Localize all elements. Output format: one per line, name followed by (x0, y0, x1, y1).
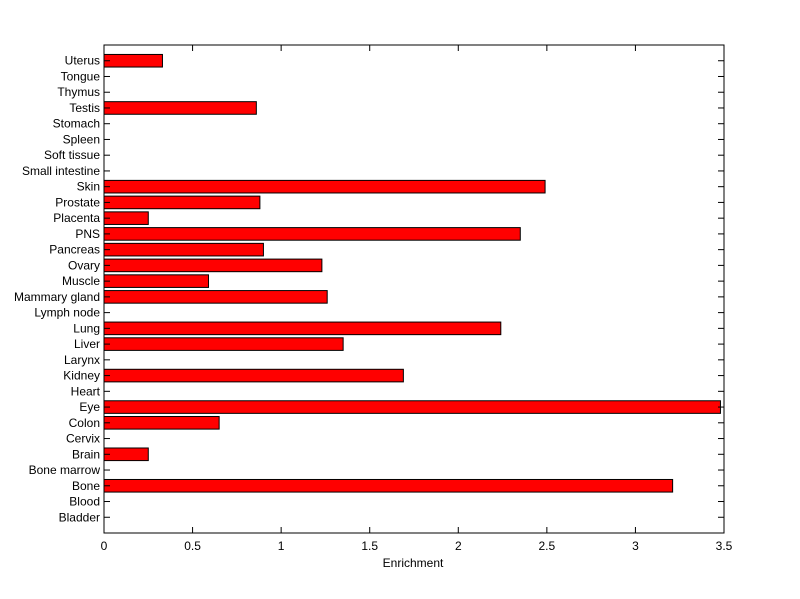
y-tick-label: Thymus (57, 85, 100, 99)
y-tick-label: Skin (77, 180, 100, 194)
x-tick-label: 3 (632, 539, 639, 553)
bar-kidney (103, 368, 404, 383)
plot-frame (103, 44, 725, 534)
y-tick-label: Lymph node (34, 306, 100, 320)
x-tick-label: 0 (101, 539, 108, 553)
y-tick-label: Bladder (59, 510, 100, 524)
x-tick-label: 1 (278, 539, 285, 553)
y-tick-label: Bone (72, 479, 100, 493)
bar-eye (103, 400, 721, 414)
bar-colon (103, 416, 220, 430)
y-tick-label: Ovary (68, 258, 100, 272)
bar-uterus (103, 53, 163, 68)
y-tick-label: Colon (69, 416, 100, 430)
y-tick-label: Brain (72, 447, 100, 461)
y-tick-label: Eye (79, 400, 100, 414)
x-tick-label: 2 (455, 539, 462, 553)
x-tick-label: 2.5 (539, 539, 556, 553)
y-tick-label: Kidney (63, 369, 100, 383)
y-tick-label: Mammary gland (14, 290, 100, 304)
x-axis: 0 0.5 1 1.5 2 2.5 3 3.5 (101, 45, 733, 553)
y-tick-label: Spleen (63, 132, 100, 146)
bar-mammary-gland (103, 290, 328, 304)
bar-bone (103, 478, 674, 493)
bar-ovary (103, 258, 323, 273)
y-tick-label: Larynx (64, 353, 100, 367)
bar-brain (103, 447, 149, 462)
y-tick-label: Pancreas (49, 243, 100, 257)
y-tick-label: Bone marrow (29, 463, 101, 477)
plot-background (104, 45, 724, 533)
x-tick-label: 3.5 (716, 539, 733, 553)
y-tick-label: Small intestine (22, 164, 100, 178)
y-tick-label: Blood (69, 495, 100, 509)
bar-pns (103, 227, 521, 241)
y-tick-label: Lung (73, 321, 100, 335)
bar-lung (103, 321, 502, 336)
bar-muscle (103, 274, 210, 288)
y-tick-label: Placenta (53, 211, 100, 225)
y-tick-label: Liver (74, 337, 100, 351)
bar-placenta (103, 211, 149, 225)
y-tick-label: Uterus (65, 54, 100, 68)
y-tick-label: Cervix (66, 432, 100, 446)
bar-liver (103, 337, 344, 351)
bar-prostate (103, 195, 261, 210)
y-tick-label: Heart (71, 384, 101, 398)
y-tick-label: Testis (69, 101, 100, 115)
x-tick-label: 0.5 (184, 539, 201, 553)
y-tick-label: Stomach (53, 117, 100, 131)
y-tick-label: Tongue (61, 69, 101, 83)
y-tick-label: Prostate (55, 195, 100, 209)
x-axis-label: Enrichment (383, 556, 444, 570)
y-tick-label: PNS (75, 227, 100, 241)
bar-skin (103, 179, 546, 194)
bar-testis (103, 101, 257, 115)
y-tick-label: Muscle (62, 274, 100, 288)
y-tick-label: Soft tissue (44, 148, 100, 162)
x-tick-label: 1.5 (361, 539, 378, 553)
bar-pancreas (103, 242, 264, 257)
